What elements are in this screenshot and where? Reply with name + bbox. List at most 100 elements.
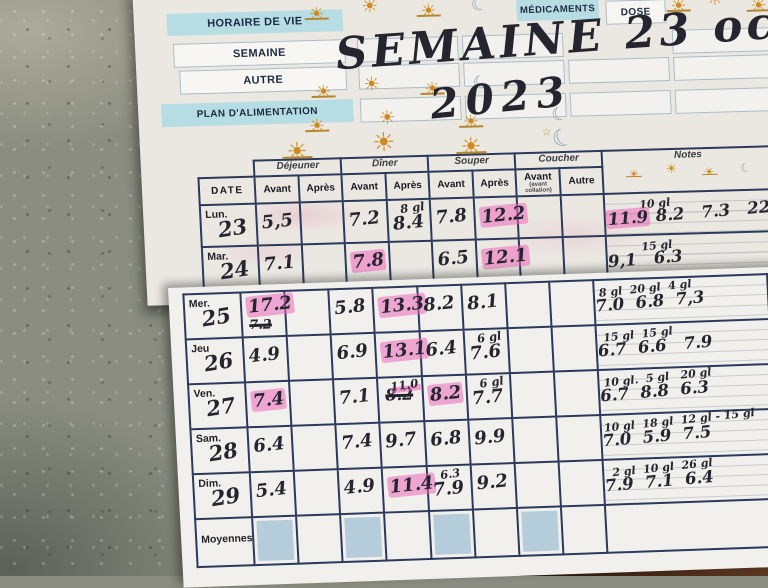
hw-value-highlighted: 11.9 [605,206,652,230]
cell-notes: 10 gl 11.9 8.2 7.3 22.8 [603,189,768,236]
average-shaded-box [520,510,559,552]
cell-coucher-avant [511,416,559,464]
field-box [672,54,768,81]
average-shaded-box [432,513,471,555]
hw-value: 4.9 [342,474,377,500]
cell-avg-dejeuner-avant [252,515,299,566]
sunrise-icon: ☀ [625,168,643,178]
sunrise-icon: ☀ [281,141,313,159]
cell-souper-apres: 8.1 [460,283,508,330]
sunrise-glyph: ☀ [628,168,640,178]
hw-value: 7.6 [468,340,502,365]
hw-value: 7.8 [434,204,469,229]
cell-avg-coucher-autre [560,504,608,555]
day-number: 25 [199,302,233,332]
header-avant: Avant [341,173,387,202]
sunrise-icon: ☀ [311,84,336,99]
sunset-icon: ☀ [455,136,487,155]
cell-coucher-autre [551,325,598,372]
cell-dejeuner-apres [289,379,336,426]
sunset-icon: ☀ [416,3,441,18]
cell-date: Sam. 28 [190,427,250,475]
notes-header: Notes ☀ ☀ ☀ ☾ [601,146,768,194]
cell-diner-avant: 5.8 [328,287,376,335]
cell-coucher-autre [558,459,605,507]
header-apres: Après [472,169,517,198]
cell-avg-notes [604,498,768,553]
field-box [569,90,672,117]
cell-diner-apres: 13.1 [375,331,430,378]
log-table-bottom: Mer. 25 17.27.2 5.8 13.3 8.2 8.1 8 gl 20 … [182,273,768,568]
field-box [674,87,768,114]
cell-coucher-autre [555,415,603,462]
cell-diner-apres: 11.0 8.2 [377,375,424,423]
sunrise-glyph: ☀ [314,84,332,99]
moon-icon: ☾ [467,0,491,18]
cell-diner-avant: 7.1 [333,377,380,425]
autre-text: AUTRE [243,73,284,87]
cell-souper-avant: 6.5 [432,239,478,283]
hw-value: 9.7 [384,428,419,453]
sunrise-glyph: ☀ [307,6,326,21]
header-coucher-avant: Avant (avant collation) [515,168,561,197]
hw-value: 7.2 [347,207,382,232]
cell-date: Jeu 26 [185,337,246,385]
sun-icon: ☀ [378,106,397,130]
header-avant: Avant [254,175,300,204]
day-number: 23 [215,213,250,243]
day-number: 27 [204,392,238,422]
hw-value: 7.1 [338,384,372,410]
moyennes-text: Moyennes [200,532,253,546]
hw-value: 7.7 [470,385,505,410]
cell-dejeuner-avant: 17.27.2 [240,290,296,338]
cell-date: Ven. 27 [188,382,248,430]
cell-date: Lun. 23 [199,203,259,248]
average-shaded-box [344,516,383,558]
day-number: 29 [209,481,243,512]
day-number: 24 [218,255,252,285]
cell-dejeuner-apres [284,289,331,336]
cell-dejeuner-avant: 4.9 [242,335,290,383]
cell-coucher-avant [507,326,554,374]
cell-dejeuner-avant: 7.4 [245,380,292,428]
sunrise-glyph: ☀ [285,141,309,159]
cell-diner-avant: 7.2 [343,199,389,244]
cell-coucher-avant [504,281,552,329]
sunset-glyph: ☀ [703,166,715,176]
cell-dejeuner-avant: 6.4 [247,425,295,473]
cell-dejeuner-avant: 7.1 [258,244,304,288]
hw-note-underlined: 11.0 [389,375,422,394]
cell-coucher-autre [548,280,596,327]
cell-souper-apres: 6 gl 7.6 [463,328,510,375]
cell-souper-apres: 9.2 [470,463,517,510]
cell-souper-avant: 8.2 [421,374,468,422]
cell-coucher-autre [553,370,601,417]
hw-value: 6.4 [252,432,287,458]
hw-value: 6.5 [436,246,471,271]
moon-icon: ☾ [547,121,578,155]
hw-value: 4.9 [247,343,282,368]
log-table-top: ☀ ☀ ☀ ☆☾ Déjeuner Dîner Souper Coucher N… [195,118,768,290]
cell-souper-apres: 12.2 [473,196,529,240]
cell-coucher-avant [516,195,563,239]
hw-value: 8.1 [465,290,500,315]
average-shaded-box [256,519,295,562]
hw-value: 8.2 [421,292,456,317]
cell-diner-avant: 4.9 [338,467,385,515]
hw-value-highlighted: 7.4 [250,387,288,413]
cell-avg-diner-avant [340,512,387,563]
hw-value-highlighted: 7.8 [349,248,388,274]
cell-souper-avant: 7.8 [430,197,476,241]
hw-value: 7.9 [431,476,465,501]
hw-value: 9.9 [472,425,507,450]
cell-souper-avant: 8.2 [416,284,464,332]
header-avant: Avant [428,170,474,199]
sun-icon: ☀ [371,127,397,159]
cell-diner-avant: 6.9 [330,332,378,380]
cell-souper-apres: 6 gl 7.7 [465,373,512,420]
cell-notes: 2 gl 10 gl 26 gl 7.9 7.1 6.4 [602,453,768,505]
sun-icon: ☀ [360,0,379,18]
hw-value: 7.4 [340,429,375,455]
hw-value: 7.1 [262,251,297,276]
cell-dejeuner-apres [299,201,346,245]
